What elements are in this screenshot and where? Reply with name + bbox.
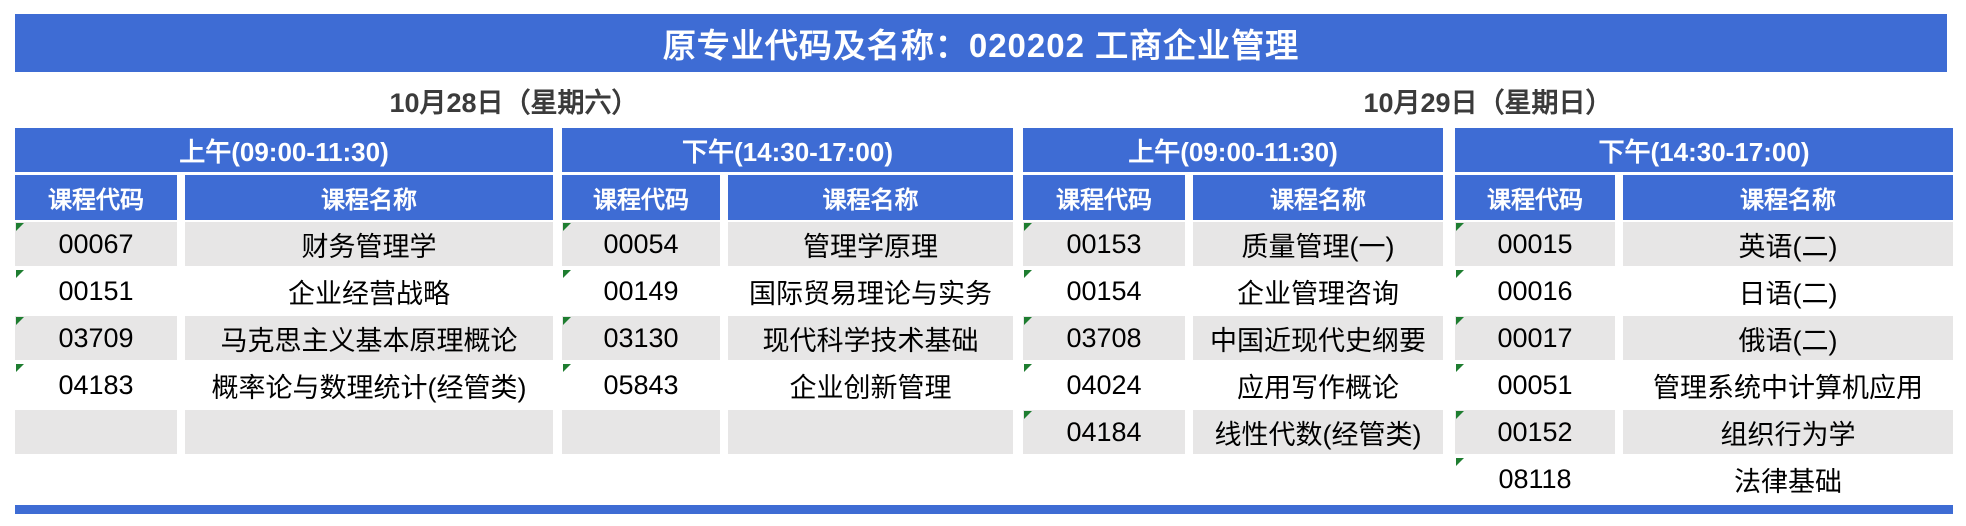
flag-triangle-icon xyxy=(1024,270,1032,278)
course-name-cell: 管理系统中计算机应用 xyxy=(1653,372,1923,403)
course-name-cell: 企业经营战略 xyxy=(288,278,450,309)
course-name-cell: 企业创新管理 xyxy=(789,372,952,403)
flag-triangle-icon xyxy=(563,364,571,372)
course-code-cell: 05843 xyxy=(562,363,720,407)
flag-triangle-icon xyxy=(1024,223,1032,231)
flag-triangle-icon xyxy=(1456,364,1464,372)
column-header-code: 课程代码 xyxy=(1023,175,1185,220)
flag-triangle-icon xyxy=(16,223,24,231)
course-code-cell: 00151 xyxy=(15,269,177,313)
course-name-cell: 财务管理学 xyxy=(185,222,553,266)
column-header-name: 课程名称 xyxy=(1193,175,1443,220)
column-header-code: 课程代码 xyxy=(1455,175,1615,220)
session-header-sun-pm: 下午(14:30-17:00) xyxy=(1455,128,1953,172)
course-name-cell: 线性代数(经管类) xyxy=(1193,410,1443,454)
course-code-cell: 00149 xyxy=(562,269,720,313)
course-name-cell: 俄语(二) xyxy=(1623,316,1953,360)
empty-cell xyxy=(15,410,177,454)
course-code-cell: 03709 xyxy=(15,316,177,360)
course-name-cell: 应用写作概论 xyxy=(1237,372,1399,403)
flag-triangle-icon xyxy=(1024,317,1032,325)
flag-triangle-icon xyxy=(16,364,24,372)
exam-schedule-table: 10月28日（星期六） 10月29日（星期日） 上午(09:00-11:30) … xyxy=(15,73,1953,501)
course-code-cell: 04184 xyxy=(1023,410,1185,454)
column-header-name: 课程名称 xyxy=(1623,175,1953,220)
flag-triangle-icon xyxy=(563,317,571,325)
title-banner: 原专业代码及名称：020202 工商企业管理 xyxy=(15,14,1947,72)
flag-triangle-icon xyxy=(16,270,24,278)
course-code-cell: 04183 xyxy=(15,363,177,407)
course-name-cell: 法律基础 xyxy=(1734,466,1842,497)
flag-triangle-icon xyxy=(563,223,571,231)
course-name-cell: 质量管理(一) xyxy=(1193,222,1443,266)
course-code-cell: 04024 xyxy=(1023,363,1185,407)
course-name-cell: 英语(二) xyxy=(1623,222,1953,266)
course-code-cell: 00015 xyxy=(1455,222,1615,266)
flag-triangle-icon xyxy=(1456,458,1464,466)
date-header-sat: 10月28日（星期六） xyxy=(389,88,639,118)
flag-triangle-icon xyxy=(1024,364,1032,372)
column-header-name: 课程名称 xyxy=(185,175,553,220)
flag-triangle-icon xyxy=(16,317,24,325)
course-code-cell: 00153 xyxy=(1023,222,1185,266)
course-code-cell: 08118 xyxy=(1455,457,1615,501)
column-header-name: 课程名称 xyxy=(728,175,1013,220)
session-header-sun-am: 上午(09:00-11:30) xyxy=(1023,128,1443,172)
course-name-cell: 企业管理咨询 xyxy=(1237,278,1399,309)
course-code-cell: 00054 xyxy=(562,222,720,266)
course-name-cell: 中国近现代史纲要 xyxy=(1193,316,1443,360)
empty-cell xyxy=(728,410,1013,454)
column-header-code: 课程代码 xyxy=(562,175,720,220)
flag-triangle-icon xyxy=(1024,411,1032,419)
course-code-cell: 00017 xyxy=(1455,316,1615,360)
course-name-cell: 日语(二) xyxy=(1738,278,1838,309)
course-code-cell: 03708 xyxy=(1023,316,1185,360)
flag-triangle-icon xyxy=(1456,411,1464,419)
course-name-cell: 现代科学技术基础 xyxy=(728,316,1013,360)
course-code-cell: 00016 xyxy=(1455,269,1615,313)
date-header-sun: 10月29日（星期日） xyxy=(1363,88,1613,118)
course-code-cell: 00152 xyxy=(1455,410,1615,454)
course-name-cell: 管理学原理 xyxy=(728,222,1013,266)
flag-triangle-icon xyxy=(1456,317,1464,325)
course-name-cell: 组织行为学 xyxy=(1623,410,1953,454)
course-name-cell: 马克思主义基本原理概论 xyxy=(185,316,553,360)
session-header-sat-pm: 下午(14:30-17:00) xyxy=(562,128,1013,172)
page-title: 原专业代码及名称：020202 工商企业管理 xyxy=(662,27,1300,64)
flag-triangle-icon xyxy=(1456,223,1464,231)
course-name-cell: 国际贸易理论与实务 xyxy=(749,278,992,309)
course-code-cell: 03130 xyxy=(562,316,720,360)
course-code-cell: 00067 xyxy=(15,222,177,266)
empty-cell xyxy=(185,410,553,454)
empty-cell xyxy=(562,410,720,454)
bottom-divider-bar xyxy=(15,505,1953,514)
course-name-cell: 概率论与数理统计(经管类) xyxy=(211,372,527,403)
course-code-cell: 00154 xyxy=(1023,269,1185,313)
course-code-cell: 00051 xyxy=(1455,363,1615,407)
flag-triangle-icon xyxy=(1456,270,1464,278)
flag-triangle-icon xyxy=(563,270,571,278)
column-header-code: 课程代码 xyxy=(15,175,177,220)
session-header-sat-am: 上午(09:00-11:30) xyxy=(15,128,553,172)
